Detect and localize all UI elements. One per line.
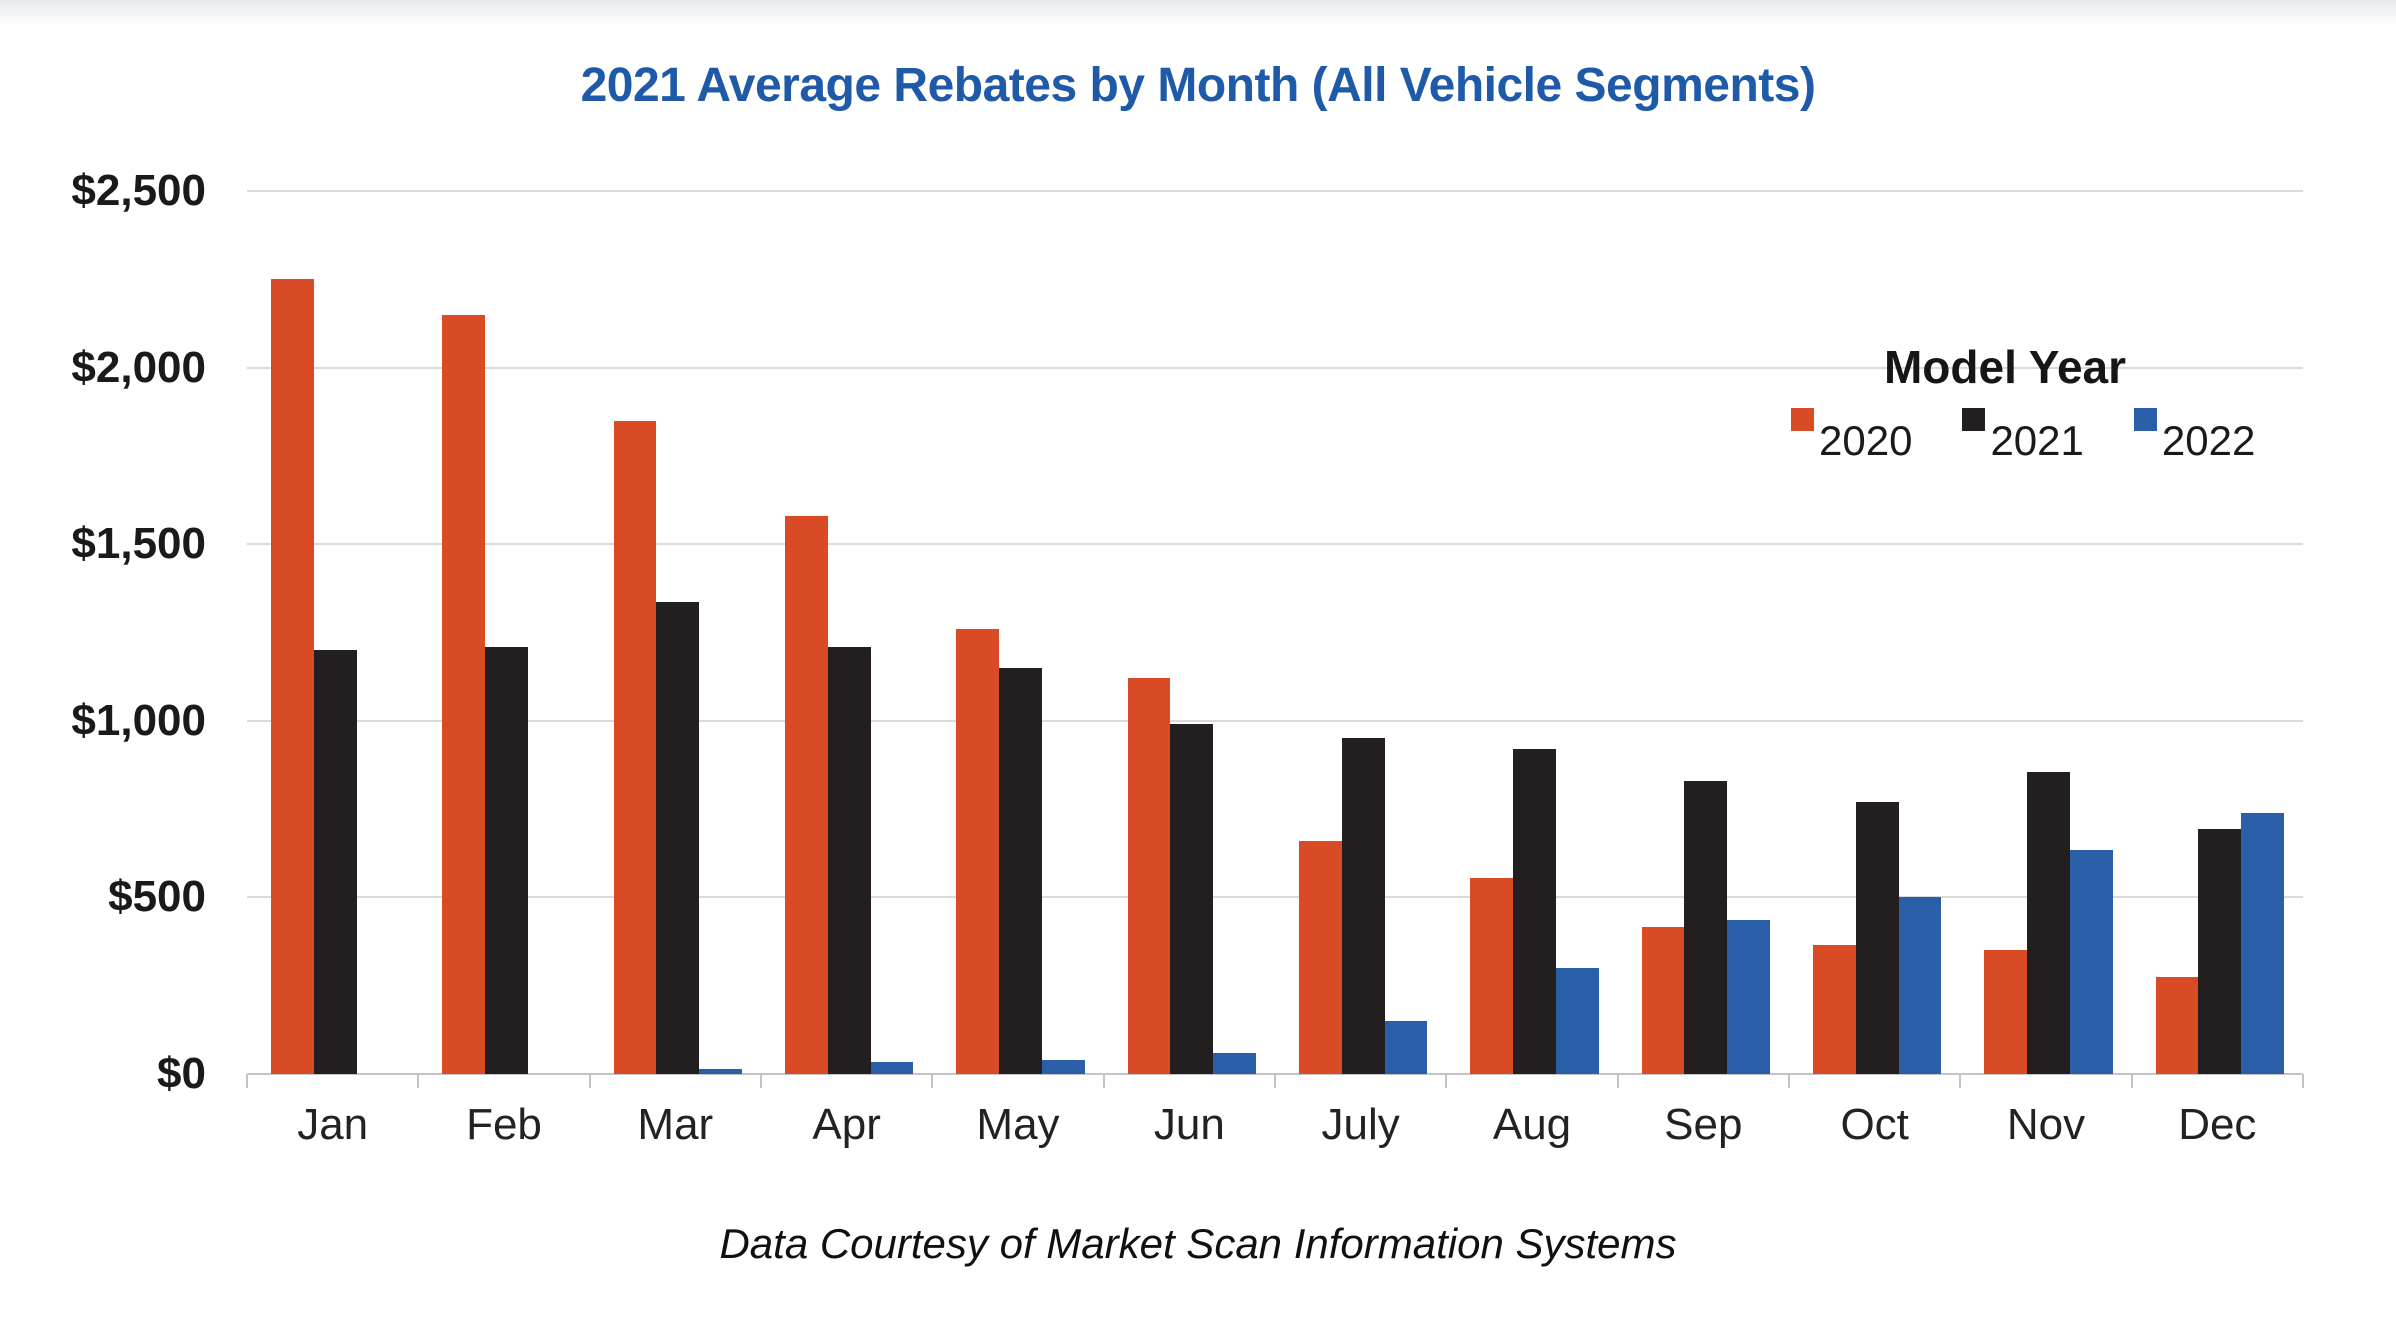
x-axis-label-nov: Nov bbox=[2006, 1100, 2086, 1149]
x-axis-label-may: May bbox=[976, 1100, 1060, 1149]
bar-2022-dec bbox=[2241, 812, 2285, 1074]
x-axis-tick bbox=[246, 1074, 248, 1088]
legend-swatch-2021 bbox=[1962, 408, 1986, 431]
x-axis-label-oct: Oct bbox=[1840, 1100, 1909, 1149]
bar-2021-mar bbox=[656, 602, 700, 1074]
bar-2021-may bbox=[999, 667, 1042, 1074]
x-axis-label-apr: Apr bbox=[812, 1100, 881, 1149]
y-axis-label-500: $500 bbox=[108, 872, 206, 922]
bar-2020-aug bbox=[1470, 877, 1514, 1074]
gridline-2500 bbox=[247, 190, 2303, 192]
x-axis-tick bbox=[1616, 1074, 1619, 1088]
x-axis-tick bbox=[2302, 1074, 2304, 1088]
legend-label-2022: 2022 bbox=[2161, 417, 2256, 464]
gridline-1000 bbox=[247, 719, 2303, 722]
bar-2020-sep bbox=[1641, 927, 1685, 1074]
legend-item-2020: 2020 bbox=[1791, 408, 1912, 462]
chart-title: 2021 Average Rebates by Month (All Vehic… bbox=[580, 59, 1816, 112]
x-axis-tick bbox=[760, 1074, 762, 1088]
legend-label-2020: 2020 bbox=[1819, 417, 1913, 464]
bar-2021-sep bbox=[1684, 780, 1728, 1074]
x-axis-tick bbox=[1788, 1074, 1790, 1088]
y-axis-label-1000: $1,000 bbox=[71, 695, 206, 745]
window-top-edge bbox=[0, 0, 2396, 26]
bar-2022-mar bbox=[699, 1068, 743, 1074]
x-axis-tick bbox=[588, 1074, 591, 1088]
bar-2022-sep bbox=[1727, 920, 1771, 1074]
y-axis-label-1500: $1,500 bbox=[71, 519, 206, 569]
gridline-1500 bbox=[247, 543, 2303, 546]
bar-2021-july bbox=[1341, 738, 1385, 1074]
y-axis-label-2000: $2,000 bbox=[71, 342, 206, 392]
bar-2021-aug bbox=[1513, 749, 1556, 1074]
bar-2020-dec bbox=[2155, 976, 2199, 1074]
bar-2021-jan bbox=[313, 650, 357, 1074]
bar-2021-apr bbox=[827, 646, 871, 1074]
bar-2021-jun bbox=[1170, 724, 1214, 1074]
x-axis-tick bbox=[1102, 1074, 1105, 1088]
x-axis-tick bbox=[2130, 1074, 2133, 1088]
bar-2022-oct bbox=[1898, 897, 1942, 1074]
x-axis-tick bbox=[1959, 1074, 1962, 1088]
gridline-2000 bbox=[247, 366, 2303, 369]
bar-2020-mar bbox=[613, 420, 657, 1074]
x-axis-label-feb: Feb bbox=[466, 1100, 542, 1149]
x-axis-tick bbox=[931, 1074, 934, 1088]
bar-2020-oct bbox=[1812, 945, 1856, 1074]
bar-2021-oct bbox=[1855, 802, 1899, 1074]
x-axis-label-jun: Jun bbox=[1153, 1100, 1225, 1149]
x-axis-label-jan: Jan bbox=[297, 1100, 369, 1149]
y-axis-label-2500: $2,500 bbox=[71, 166, 206, 215]
x-axis-label-dec: Dec bbox=[2178, 1100, 2257, 1149]
bar-2020-may bbox=[956, 628, 1000, 1074]
legend-item-2022: 2022 bbox=[2133, 408, 2255, 462]
legend: 2020 2021 2022 bbox=[1791, 408, 2255, 462]
bar-2022-jun bbox=[1213, 1052, 1257, 1074]
x-axis-label-mar: Mar bbox=[637, 1100, 714, 1149]
x-axis-label-aug: Aug bbox=[1492, 1100, 1572, 1149]
legend-label-2021: 2021 bbox=[1990, 417, 2084, 464]
bar-2020-feb bbox=[442, 314, 486, 1074]
bar-2020-apr bbox=[784, 515, 828, 1074]
bar-2022-july bbox=[1384, 1021, 1428, 1074]
data-source-note: Data Courtesy of Market Scan Information… bbox=[719, 1220, 1677, 1267]
bar-2022-nov bbox=[2069, 849, 2113, 1074]
bar-2022-may bbox=[1041, 1059, 1085, 1074]
bar-2020-nov bbox=[1984, 950, 2028, 1074]
x-axis-label-july: July bbox=[1321, 1100, 1400, 1149]
x-axis-tick bbox=[417, 1074, 420, 1088]
bar-2020-july bbox=[1298, 840, 1342, 1074]
bar-2022-aug bbox=[1555, 968, 1599, 1074]
x-axis-tick bbox=[1274, 1074, 1276, 1088]
bar-2020-jan bbox=[270, 279, 314, 1074]
x-axis-tick bbox=[1445, 1074, 1448, 1088]
bar-2020-jun bbox=[1127, 678, 1171, 1074]
legend-swatch-2022 bbox=[2133, 408, 2157, 431]
gridline-500 bbox=[247, 896, 2303, 899]
bar-2022-apr bbox=[870, 1061, 914, 1074]
legend-title: Model Year bbox=[1883, 341, 2127, 393]
legend-item-2021: 2021 bbox=[1962, 408, 2084, 462]
bar-2021-feb bbox=[485, 646, 528, 1074]
x-axis-label-sep: Sep bbox=[1664, 1100, 1743, 1149]
bar-2021-nov bbox=[2027, 772, 2070, 1074]
legend-swatch-2020 bbox=[1791, 408, 1814, 431]
bar-2021-dec bbox=[2198, 828, 2242, 1074]
y-axis-label-0: $0 bbox=[157, 1049, 206, 1098]
